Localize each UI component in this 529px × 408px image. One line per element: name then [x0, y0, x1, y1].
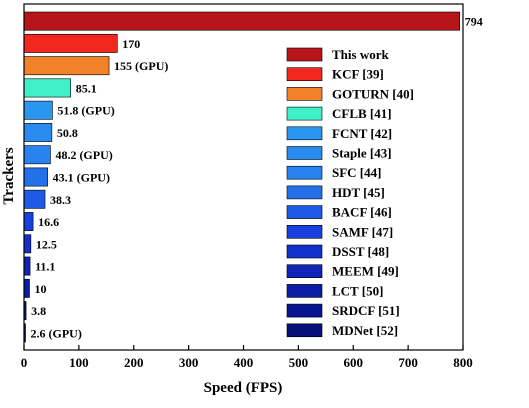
- legend-swatch: [286, 323, 323, 338]
- bar-samf: [23, 212, 34, 231]
- bar-hdt: [23, 167, 48, 187]
- legend-entry: BACF [46]: [332, 205, 392, 220]
- legend-entry: SRDCF [51]: [332, 303, 400, 318]
- bar-lct: [23, 278, 30, 298]
- legend-entry: CFLB [41]: [332, 106, 392, 121]
- legend-entry: DSST [48]: [332, 244, 389, 259]
- bar-goturn: [23, 56, 110, 76]
- legend-swatch: [286, 165, 323, 180]
- x-tick-label: 500: [289, 355, 309, 370]
- x-axis-label: Speed (FPS): [204, 380, 283, 396]
- legend-entry: MEEM [49]: [332, 264, 399, 279]
- bar-value-label: 2.6 (GPU): [31, 326, 82, 340]
- legend-entry: Staple [43]: [332, 146, 392, 161]
- bar-dsst: [23, 234, 32, 254]
- legend-swatch: [286, 87, 323, 101]
- legend-swatch: [286, 303, 323, 318]
- legend-entry: LCT [50]: [332, 283, 383, 298]
- x-tick-label: 100: [69, 355, 89, 370]
- x-tick-label: 0: [21, 355, 28, 370]
- bar-fcnt: [23, 100, 53, 120]
- x-tick-label: 600: [344, 355, 364, 370]
- x-tick-label: 800: [453, 355, 473, 370]
- y-axis-label: Trackers: [1, 147, 17, 204]
- legend-entry: FCNT [42]: [332, 126, 392, 141]
- bar-value-label: 12.5: [36, 237, 57, 251]
- legend: This work KCF [39] GOTURN [40] CFLB [41] FCN…: [284, 44, 462, 344]
- legend-entry: GOTURN [40]: [332, 86, 414, 101]
- x-tick-label: 400: [234, 355, 254, 370]
- legend-entry: MDNet [52]: [332, 323, 398, 338]
- legend-entry: KCF [39]: [332, 67, 384, 82]
- bar-meem: [23, 256, 31, 276]
- bars-layer: 794 170 155 (GPU) 85.1 51.8 (GPU) 50.8 48.2 (G…: [23, 11, 483, 343]
- legend-entry: This work: [332, 47, 389, 62]
- legend-entry: SFC [44]: [332, 165, 381, 180]
- legend-swatch: [286, 47, 323, 62]
- legend-swatch: [286, 205, 323, 219]
- legend-swatch: [286, 146, 323, 160]
- bar-value-label: 10: [34, 282, 46, 296]
- x-tick-label: 200: [124, 355, 144, 370]
- bar-value-label: 51.8 (GPU): [57, 104, 114, 118]
- bar-value-label: 794: [465, 15, 483, 29]
- x-tick-label: 700: [398, 355, 418, 370]
- bar-value-label: 38.3: [50, 193, 71, 207]
- legend-swatch: [286, 244, 323, 259]
- bar-value-label: 85.1: [76, 81, 97, 95]
- legend-entry: SAMF [47]: [332, 224, 393, 239]
- axes-layer: 0 100 200 300 400 500 600 700 800: [21, 3, 473, 370]
- bar-cflb: [23, 78, 71, 98]
- bar-this: [23, 11, 461, 31]
- bar-value-label: 170: [122, 37, 140, 51]
- x-tick-label: 300: [179, 355, 199, 370]
- bar-value-label: 48.2 (GPU): [55, 148, 112, 162]
- bar-value-label: 155 (GPU): [114, 59, 168, 73]
- bar-kcf: [23, 33, 118, 53]
- bar-value-label: 50.8: [57, 126, 78, 140]
- legend-swatch: [286, 106, 323, 121]
- legend-swatch: [286, 67, 323, 81]
- bar-value-label: 11.1: [35, 260, 55, 274]
- bar-value-label: 3.8: [31, 304, 46, 318]
- bar-sfc: [23, 145, 51, 165]
- legend-entry: HDT [45]: [332, 185, 385, 200]
- legend-swatch: [286, 225, 323, 239]
- legend-swatch: [286, 284, 323, 298]
- legend-swatch: [286, 126, 323, 141]
- legend-swatch: [286, 185, 323, 200]
- bar-value-label: 43.1 (GPU): [53, 171, 110, 185]
- bar-bacf: [23, 189, 46, 209]
- legend-swatch: [286, 264, 323, 279]
- bar-value-label: 16.6: [38, 215, 59, 229]
- bar-staple: [23, 123, 53, 142]
